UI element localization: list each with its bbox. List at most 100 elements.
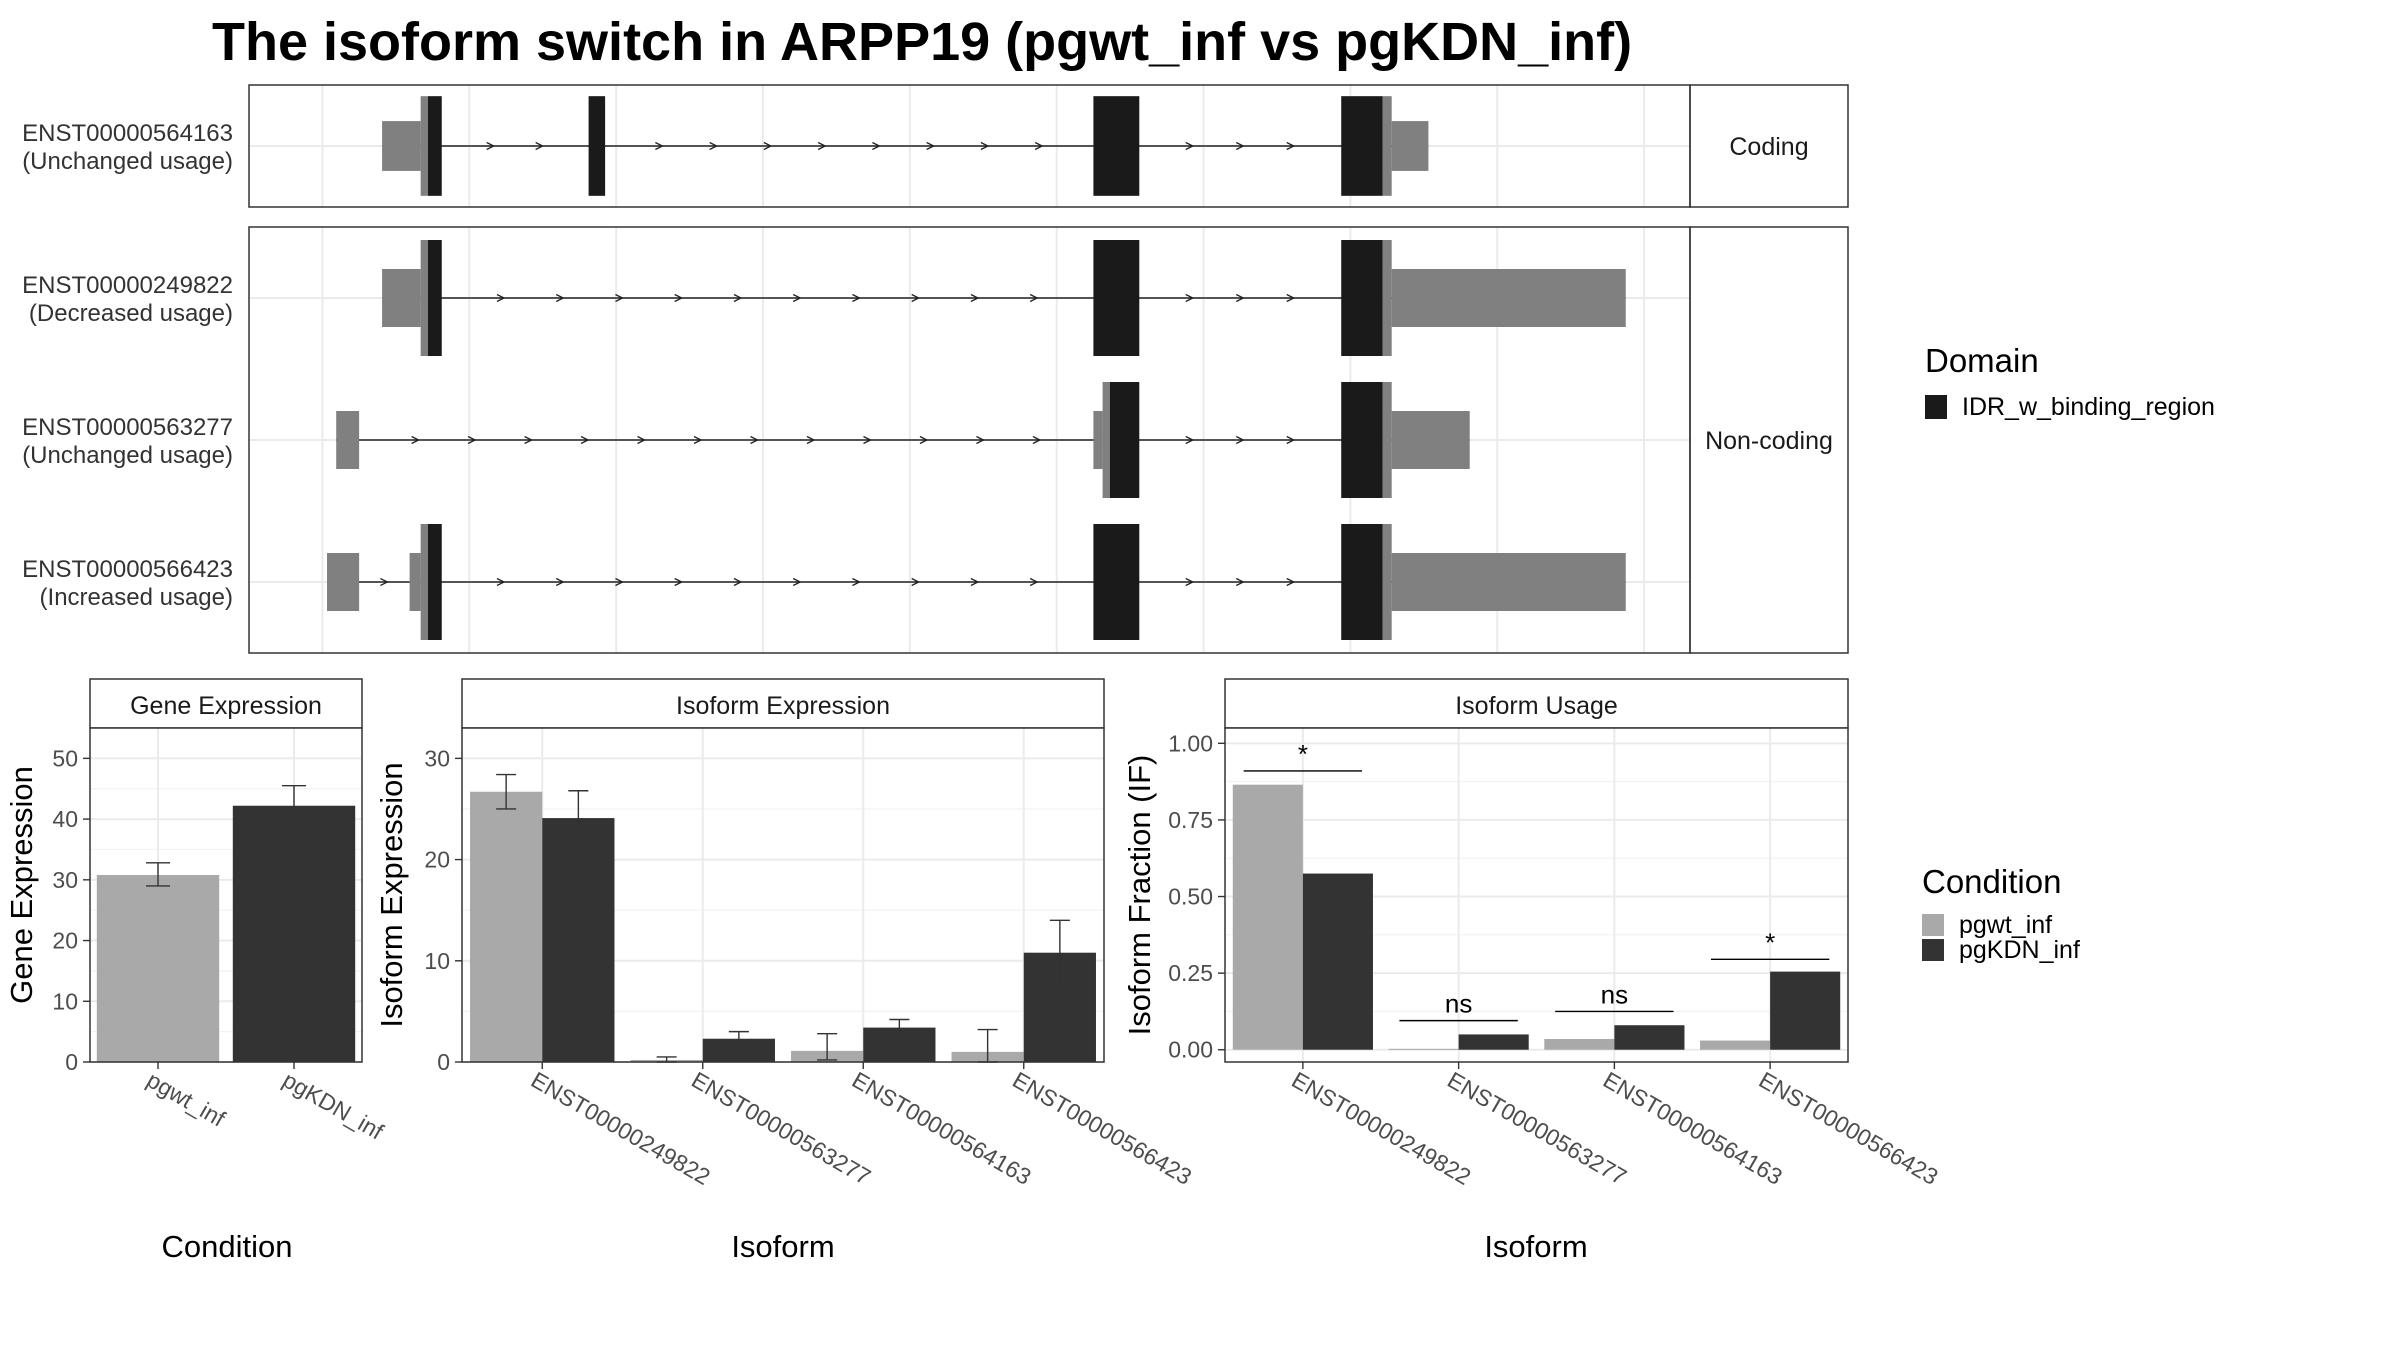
cds-exon (1382, 524, 1392, 640)
intron-arrow (1185, 141, 1195, 151)
chart-1: Isoform Expression 0 10 20 30 ENST00000249822… (374, 678, 1196, 1264)
chart-2: Isoform Usage*ns ns*0.000.250.500.751.00E… (1122, 678, 1943, 1264)
intron-arrow (1029, 577, 1039, 587)
domain-exon (427, 240, 442, 356)
bar-pgKDN_inf-ENST00000566423 (1770, 971, 1841, 1050)
utr-exon (1391, 269, 1626, 327)
y-tick-label: 0 (437, 1049, 450, 1075)
intron-arrow (411, 435, 421, 445)
x-axis-title: Isoform (1484, 1229, 1587, 1264)
condition-legend-title: Condition (1922, 863, 2061, 900)
bar-pgwt_inf-ENST00000566423 (1700, 1040, 1771, 1050)
facet-strip (1689, 84, 1849, 208)
y-axis-title: Gene Expression (4, 766, 39, 1004)
y-tick-label: 20 (52, 928, 78, 954)
utr-exon (1391, 121, 1429, 171)
x-tick-label: ENST00000563277 (687, 1066, 875, 1190)
x-axis-title: Condition (162, 1229, 293, 1264)
significance-label: * (1765, 927, 1775, 957)
intron-arrow (863, 435, 872, 445)
bar-pgwt_inf-ENST00000564163 (1544, 1039, 1615, 1050)
facet-strip (1689, 226, 1849, 654)
intron-arrow (496, 577, 506, 587)
cds-exon (1382, 96, 1392, 196)
cds-exon (1382, 240, 1392, 356)
y-tick-label: 20 (424, 847, 450, 873)
domain-exon (1341, 96, 1383, 196)
intron-arrow (615, 293, 624, 303)
bar-pgKDN_inf-ENST00000563277 (702, 1038, 775, 1062)
transcript-ENST00000566423: ENST00000566423(Increased usage) (22, 524, 1626, 640)
utr-exon (336, 411, 360, 469)
intron-arrow (380, 577, 389, 587)
bar-pgKDN_inf-ENST00000563277 (1458, 1034, 1529, 1050)
chart-title: Gene Expression (130, 692, 322, 720)
intron-arrow (674, 293, 684, 303)
bar-pgwt_inf-ENST00000249822 (1232, 784, 1303, 1050)
intron-arrow (1286, 141, 1296, 151)
intron-arrow (486, 141, 496, 151)
utr-exon (409, 553, 421, 611)
transcript-usage-label: (Decreased usage) (29, 300, 233, 327)
intron-arrow (467, 435, 477, 445)
intron-arrow (496, 293, 506, 303)
intron-arrow (1235, 293, 1245, 303)
bar-pgwt_inf-ENST00000249822 (470, 791, 543, 1062)
domain-exon (588, 96, 606, 196)
transcript-ENST00000564163: ENST00000564163(Unchanged usage) (22, 96, 1429, 196)
domain-exon (1093, 240, 1140, 356)
intron-arrow (1286, 577, 1296, 587)
domain-legend-title: Domain (1925, 342, 2039, 379)
intron-arrow (926, 141, 936, 151)
cds-exon (420, 524, 428, 640)
intron-arrow (919, 435, 929, 445)
facet-panel-border (248, 226, 1691, 654)
chart-strip (1224, 678, 1849, 729)
intron-arrow (872, 141, 881, 151)
intron-arrow (655, 141, 664, 151)
significance-label: * (1298, 739, 1308, 769)
transcript-id-label: ENST00000564163 (22, 120, 233, 147)
intron-arrow (817, 141, 827, 151)
x-tick-label: ENST00000249822 (527, 1066, 715, 1190)
y-tick-label: 10 (52, 988, 78, 1014)
intron-arrow (1185, 577, 1195, 587)
intron-arrow (1034, 141, 1044, 151)
figure-title: The isoform switch in ARPP19 (pgwt_inf v… (212, 12, 1632, 72)
facet-strip-label: Non-coding (1705, 427, 1833, 455)
intron-arrow (852, 293, 861, 303)
y-tick-label: 40 (52, 806, 78, 832)
facet-coding: Coding ENST00000564163(Unchanged usage) (22, 84, 1849, 208)
chart-panel-border (461, 727, 1105, 1063)
cds-exon (420, 240, 428, 356)
transcript-ENST00000563277: ENST00000563277(Unchanged usage) (22, 382, 1470, 498)
intron-arrow (580, 435, 590, 445)
intron-arrow (1032, 435, 1042, 445)
utr-exon (382, 269, 421, 327)
condition-legend-key (1922, 914, 1944, 936)
x-tick-label: pgwt_inf (143, 1066, 231, 1132)
intron-arrow (806, 435, 816, 445)
intron-arrow (1286, 435, 1296, 445)
chart-title: Isoform Usage (1455, 692, 1618, 720)
y-axis-title: Isoform Expression (374, 762, 409, 1027)
x-tick-label: ENST00000566423 (1008, 1066, 1196, 1190)
domain-exon (1341, 524, 1383, 640)
intron-arrow (970, 577, 980, 587)
domain-exon (427, 96, 442, 196)
y-tick-label: 10 (424, 948, 450, 974)
significance-label: ns (1601, 979, 1628, 1009)
y-axis-title: Isoform Fraction (IF) (1122, 755, 1157, 1036)
intron-arrow (1185, 293, 1195, 303)
intron-arrow (750, 435, 759, 445)
bar-pgKDN_inf-ENST00000249822 (542, 818, 615, 1062)
intron-arrow (792, 577, 802, 587)
utr-exon (1391, 411, 1470, 469)
y-tick-label: 30 (424, 745, 450, 771)
x-tick-label: pgKDN_inf (279, 1066, 389, 1144)
y-tick-label: 0.00 (1168, 1037, 1213, 1063)
transcript-ENST00000249822: ENST00000249822(Decreased usage) (22, 240, 1626, 356)
